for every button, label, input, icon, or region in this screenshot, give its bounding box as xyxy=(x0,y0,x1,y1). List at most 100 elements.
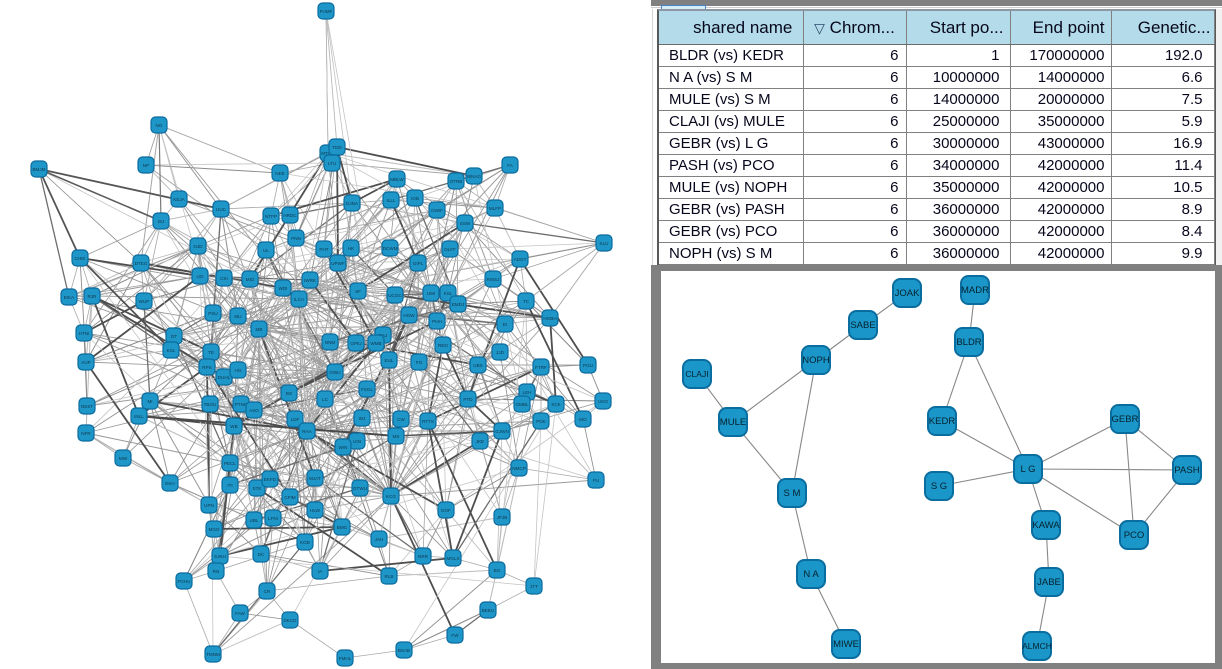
svg-text:EAJ: EAJ xyxy=(379,333,387,338)
svg-text:UO: UO xyxy=(197,274,204,279)
svg-text:MIWE: MIWE xyxy=(833,639,859,650)
svg-text:NG: NG xyxy=(156,123,163,128)
svg-text:CFIM: CFIM xyxy=(284,495,295,500)
svg-text:FAW: FAW xyxy=(235,611,245,616)
svg-text:TBOU: TBOU xyxy=(204,402,217,407)
svg-text:WNAG: WNAG xyxy=(467,174,482,179)
svg-text:BLDR: BLDR xyxy=(956,337,981,348)
svg-text:INLL: INLL xyxy=(134,414,144,419)
svg-text:KSL: KSL xyxy=(444,291,453,296)
svg-text:WB: WB xyxy=(230,424,237,429)
svg-text:N A: N A xyxy=(803,569,819,580)
svg-text:AUP: AUP xyxy=(81,360,90,365)
svg-text:PHH: PHH xyxy=(432,319,442,324)
svg-text:PDK: PDK xyxy=(536,419,546,424)
svg-text:TMNM: TMNM xyxy=(206,652,220,657)
svg-text:GJWN: GJWN xyxy=(495,429,509,434)
svg-text:MBLW: MBLW xyxy=(390,177,404,182)
svg-text:BS: BS xyxy=(286,391,292,396)
svg-text:KLU: KLU xyxy=(600,241,609,246)
svg-text:BMJM: BMJM xyxy=(32,167,45,172)
svg-text:HTNI: HTNI xyxy=(79,331,90,336)
svg-text:RN: RN xyxy=(213,569,220,574)
svg-text:UIN: UIN xyxy=(353,439,361,444)
svg-text:FW: FW xyxy=(451,633,459,638)
svg-text:CKI: CKI xyxy=(220,276,228,281)
svg-text:EIKA: EIKA xyxy=(64,295,75,300)
svg-text:NP: NP xyxy=(143,163,149,168)
svg-text:PHT: PHT xyxy=(319,247,328,252)
svg-text:OTRB: OTRB xyxy=(450,179,463,184)
svg-text:KEDR: KEDR xyxy=(929,416,956,427)
svg-text:MGO: MGO xyxy=(209,527,220,532)
svg-text:DJNA: DJNA xyxy=(346,201,359,206)
svg-text:JTT: JTT xyxy=(530,584,538,589)
svg-text:FHMF: FHMF xyxy=(320,9,333,14)
svg-text:UMI: UMI xyxy=(427,291,435,296)
svg-text:SSW: SSW xyxy=(460,221,471,226)
svg-text:STK: STK xyxy=(253,486,263,491)
svg-text:DKCD: DKCD xyxy=(283,618,297,623)
svg-text:IWRK: IWRK xyxy=(304,278,317,283)
svg-text:SCK: SCK xyxy=(551,402,561,407)
svg-text:MADR: MADR xyxy=(961,285,989,296)
svg-text:UKO: UKO xyxy=(598,399,608,404)
svg-text:CHIE: CHIE xyxy=(75,256,86,261)
svg-text:DOF: DOF xyxy=(441,508,451,513)
svg-text:ITI: ITI xyxy=(227,483,232,488)
svg-text:OJD: OJD xyxy=(193,244,203,249)
svg-text:WMB: WMB xyxy=(370,341,381,346)
svg-text:FO: FO xyxy=(416,360,423,365)
svg-text:MW: MW xyxy=(119,456,128,461)
svg-text:UCGC: UCGC xyxy=(388,293,402,298)
svg-text:MJAT: MJAT xyxy=(309,476,321,481)
svg-text:BEEU: BEEU xyxy=(482,608,495,613)
svg-text:IOB: IOB xyxy=(411,196,419,201)
svg-text:CW: CW xyxy=(397,417,405,422)
svg-text:EUL: EUL xyxy=(385,358,394,363)
svg-text:BSAB: BSAB xyxy=(398,648,410,653)
svg-text:FMHL: FMHL xyxy=(339,656,352,661)
svg-text:MO: MO xyxy=(579,417,587,422)
svg-text:GMBL: GMBL xyxy=(515,402,528,407)
svg-text:ISJ: ISJ xyxy=(158,219,165,224)
svg-text:EI: EI xyxy=(503,322,507,327)
svg-text:FA: FA xyxy=(507,163,514,168)
svg-text:LDF: LDF xyxy=(291,417,300,422)
svg-text:JPJB: JPJB xyxy=(497,515,508,520)
svg-text:MI: MI xyxy=(147,399,152,404)
svg-text:LFNI: LFNI xyxy=(268,516,278,521)
svg-text:S G: S G xyxy=(931,481,947,492)
svg-text:WUP: WUP xyxy=(139,299,150,304)
svg-text:DC: DC xyxy=(258,552,265,557)
svg-text:SF: SF xyxy=(355,289,361,294)
svg-text:TDD: TDD xyxy=(332,145,342,150)
svg-text:NRR: NRR xyxy=(418,554,429,559)
svg-text:CLAJI: CLAJI xyxy=(685,369,708,379)
svg-text:WJ: WJ xyxy=(359,416,366,421)
svg-text:GPIU: GPIU xyxy=(350,341,361,346)
svg-text:JJD: JJD xyxy=(496,350,505,355)
svg-text:PTD: PTD xyxy=(463,397,473,402)
svg-text:PGU: PGU xyxy=(583,363,593,368)
svg-text:FGHU: FGHU xyxy=(177,579,190,584)
svg-text:MID: MID xyxy=(246,277,255,282)
svg-text:DUHL: DUHL xyxy=(218,375,231,380)
svg-text:MLFP: MLFP xyxy=(489,206,501,211)
svg-text:UPN: UPN xyxy=(204,503,214,508)
svg-text:UPWF: UPWF xyxy=(331,261,345,266)
svg-text:RWSJ: RWSJ xyxy=(487,277,500,282)
svg-text:FTRF: FTRF xyxy=(535,365,547,370)
svg-text:FSGL: FSGL xyxy=(361,387,373,392)
svg-text:KOD: KOD xyxy=(300,540,311,545)
svg-text:IA: IA xyxy=(318,569,323,574)
svg-text:JABE: JABE xyxy=(1037,577,1061,588)
svg-text:PASH: PASH xyxy=(1174,465,1199,476)
svg-text:KSL: KSL xyxy=(167,348,176,353)
svg-text:LTU: LTU xyxy=(328,161,336,166)
svg-text:PCO: PCO xyxy=(1124,530,1145,541)
svg-text:MGLS: MGLS xyxy=(446,556,459,561)
svg-text:NSST: NSST xyxy=(81,404,93,409)
svg-text:RJR: RJR xyxy=(88,294,98,299)
svg-text:ALMCH: ALMCH xyxy=(1022,641,1052,651)
